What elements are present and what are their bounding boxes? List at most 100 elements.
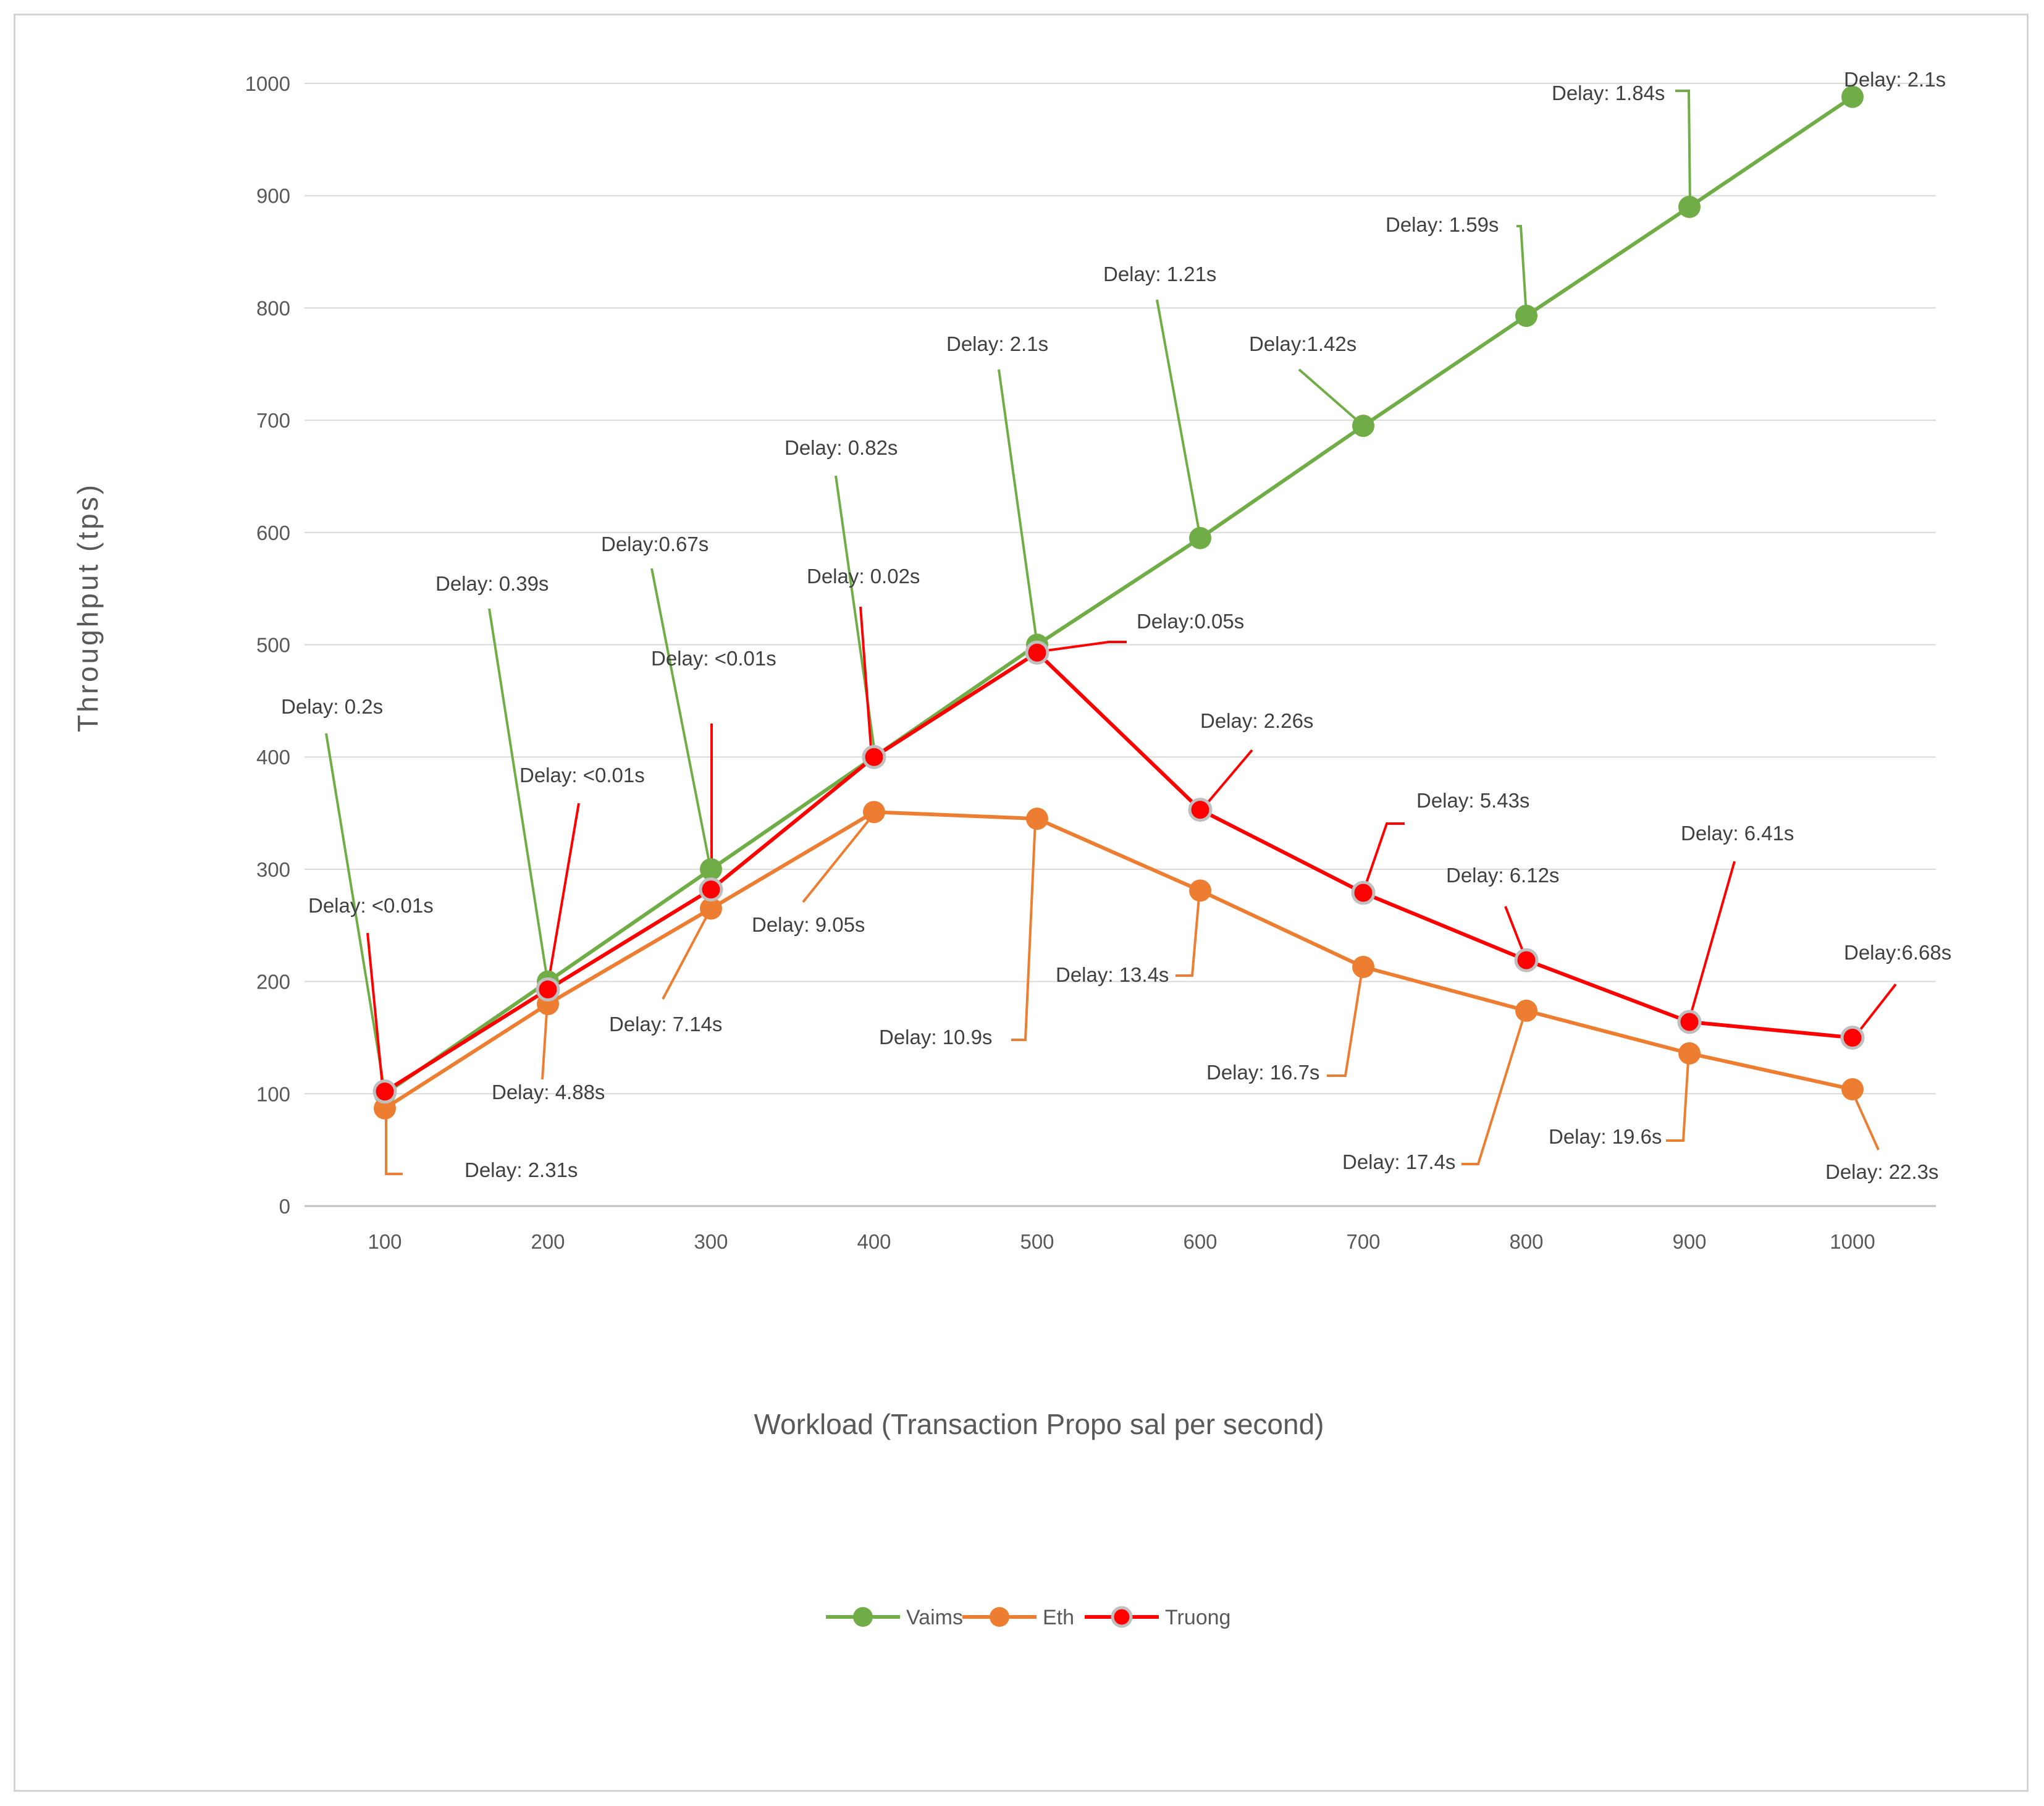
data-point-eth (1678, 1042, 1701, 1065)
delay-label-truong: Delay: 5.43s (1416, 789, 1529, 812)
y-tick-label: 400 (256, 746, 290, 769)
data-point-eth (374, 1097, 396, 1120)
y-tick-label: 800 (256, 297, 290, 319)
annotation-leader (1176, 890, 1201, 977)
annotation-leader (1298, 368, 1364, 426)
x-axis-title: Workload (Transaction Propo sal per seco… (754, 1408, 1324, 1440)
data-point-truong (699, 877, 723, 902)
x-tick-label: 600 (1183, 1230, 1217, 1253)
data-point-eth (700, 897, 722, 920)
data-point-truong (1840, 1025, 1865, 1050)
gridlines (305, 83, 1936, 1207)
x-tick-label: 700 (1346, 1230, 1380, 1253)
legend-label-truong: Truong (1165, 1606, 1230, 1629)
annotation-leader (1200, 749, 1253, 811)
legend-marker-eth (990, 1607, 1009, 1627)
annotation-leader (1156, 299, 1201, 538)
y-tick-label: 0 (279, 1195, 290, 1218)
y-tick-label: 700 (256, 409, 290, 432)
y-tick-label: 900 (256, 185, 290, 208)
annotation-leader (366, 932, 384, 1092)
data-point-vaims (1352, 415, 1374, 437)
series-line-eth (384, 810, 1853, 1110)
y-tick-labels: 0 100 200 300 400 500 600 700 800 900 1000 (245, 72, 290, 1218)
data-point-truong (1677, 1010, 1702, 1034)
y-tick-label: 300 (256, 858, 290, 881)
delay-label-vaims: Delay: 0.82s (784, 436, 898, 459)
annotation-leader (1516, 225, 1528, 316)
delay-label-truong: Delay: 6.12s (1446, 864, 1559, 887)
delay-label-eth: Delay: 2.31s (465, 1158, 578, 1181)
delay-label-truong: Delay:0.05s (1137, 610, 1244, 633)
y-tick-label: 500 (256, 634, 290, 657)
delay-label-vaims: Delay: 1.59s (1386, 213, 1499, 236)
delay-annotations: Delay: 0.2s Delay: 0.39s Delay:0.67s Delay:… (281, 68, 1951, 1183)
delay-label-truong: Delay: 2.26s (1200, 709, 1313, 732)
data-point-vaims (1678, 195, 1701, 218)
data-point-eth (1515, 999, 1537, 1022)
data-point-vaims (700, 858, 722, 880)
delay-label-truong: Delay: <0.01s (651, 647, 776, 670)
delay-label-eth: Delay: 9.05s (752, 913, 865, 936)
series-line-vaims (384, 95, 1854, 1095)
data-point-truong (1025, 640, 1049, 665)
delay-label-vaims: Delay: 1.84s (1552, 82, 1665, 104)
annotation-leader (1666, 1050, 1690, 1142)
annotation-leader (650, 568, 712, 869)
legend-label-eth: Eth (1043, 1606, 1074, 1629)
x-tick-label: 1000 (1830, 1230, 1875, 1253)
annotation-leader (488, 608, 549, 981)
data-point-truong (1351, 880, 1376, 905)
delay-label-eth: Delay: 10.9s (879, 1026, 992, 1049)
delay-label-truong: Delay:6.68s (1844, 941, 1951, 964)
annotation-leader (1675, 90, 1691, 207)
annotation-leader (1327, 966, 1364, 1077)
y-axis-title: Throughput (tps) (72, 483, 104, 732)
delay-label-truong: Delay: 6.41s (1681, 822, 1794, 845)
data-point-eth (1026, 808, 1048, 830)
data-point-truong (1188, 798, 1213, 822)
delay-label-truong: Delay: <0.01s (519, 764, 645, 787)
x-tick-label: 300 (694, 1230, 728, 1253)
data-point-truong (862, 745, 886, 769)
annotation-leader (1361, 822, 1405, 894)
delay-label-eth: Delay: 17.4s (1342, 1150, 1455, 1173)
legend: Vaims Eth Truong (826, 1606, 1230, 1629)
annotation-leader (325, 733, 386, 1093)
delay-label-truong: Delay: <0.01s (308, 894, 434, 917)
delay-label-vaims: Delay: 0.2s (281, 695, 383, 718)
series-points (372, 85, 1865, 1120)
x-tick-label: 200 (531, 1230, 565, 1253)
delay-label-vaims: Delay: 2.1s (1844, 68, 1946, 91)
delay-label-vaims: Delay:0.67s (601, 533, 709, 555)
x-tick-label: 900 (1672, 1230, 1706, 1253)
annotation-leader (385, 1110, 403, 1175)
delay-label-vaims: Delay: 1.21s (1103, 263, 1216, 285)
series-lines (384, 95, 1854, 1110)
delay-label-truong: Delay: 0.02s (807, 565, 920, 588)
annotation-leader (1462, 1008, 1528, 1165)
delay-label-eth: Delay: 4.88s (492, 1081, 605, 1103)
legend-label-vaims: Vaims (906, 1606, 963, 1629)
data-point-vaims (1515, 305, 1537, 327)
annotation-leader (1011, 821, 1037, 1041)
delay-label-eth: Delay: 19.6s (1549, 1125, 1662, 1148)
y-tick-label: 600 (256, 521, 290, 544)
annotation-leader (541, 1003, 549, 1080)
annotation-leader (1688, 861, 1736, 1022)
delay-label-vaims: Delay: 0.39s (435, 572, 549, 595)
delay-label-vaims: Delay:1.42s (1249, 332, 1356, 355)
annotation-leader (662, 909, 712, 1000)
annotation-leader (859, 606, 873, 757)
data-point-truong (1514, 948, 1539, 973)
data-point-eth (1189, 879, 1211, 902)
x-tick-label: 500 (1020, 1230, 1054, 1253)
annotation-leader (802, 812, 875, 903)
data-point-vaims (1841, 85, 1864, 108)
chart-frame (14, 14, 2029, 1792)
annotation-leader (546, 803, 580, 989)
x-tick-label: 800 (1509, 1230, 1543, 1253)
delay-label-vaims: Delay: 2.1s (946, 332, 1048, 355)
data-point-truong (536, 977, 560, 1002)
